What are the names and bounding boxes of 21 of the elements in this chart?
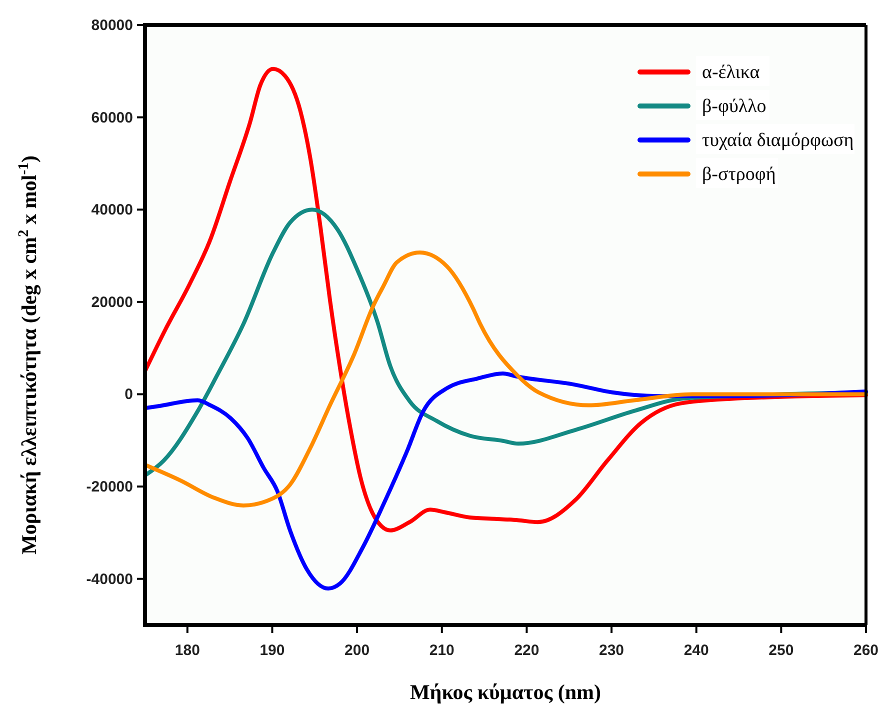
y-tick-label: 40000: [91, 202, 133, 219]
legend-label: β-στροφή: [702, 164, 776, 185]
y-tick-label: 80000: [91, 17, 133, 34]
y-tick-label: -40000: [86, 570, 133, 588]
y-tick-label: 20000: [91, 294, 133, 311]
legend-label: τυχαία διαμόρφωση: [702, 130, 854, 151]
x-tick-label: 240: [684, 642, 709, 659]
x-tick-label: 230: [599, 642, 624, 659]
x-tick-label: 180: [174, 642, 200, 659]
x-tick-label: 210: [429, 642, 454, 659]
x-tick-label: 260: [853, 642, 879, 659]
x-tick-label: 220: [514, 642, 540, 659]
x-axis-title: Μήκος κύματος (nm): [410, 680, 602, 704]
y-tick-label: 60000: [91, 109, 133, 126]
x-tick-label: 250: [768, 642, 794, 659]
x-tick-label: 200: [344, 642, 370, 659]
legend-label: β-φύλλο: [702, 96, 766, 117]
legend-label: α-έλικα: [702, 62, 760, 83]
x-tick-label: 190: [260, 642, 285, 659]
y-tick-label: -20000: [86, 478, 133, 496]
y-tick-label: 0: [124, 386, 133, 404]
